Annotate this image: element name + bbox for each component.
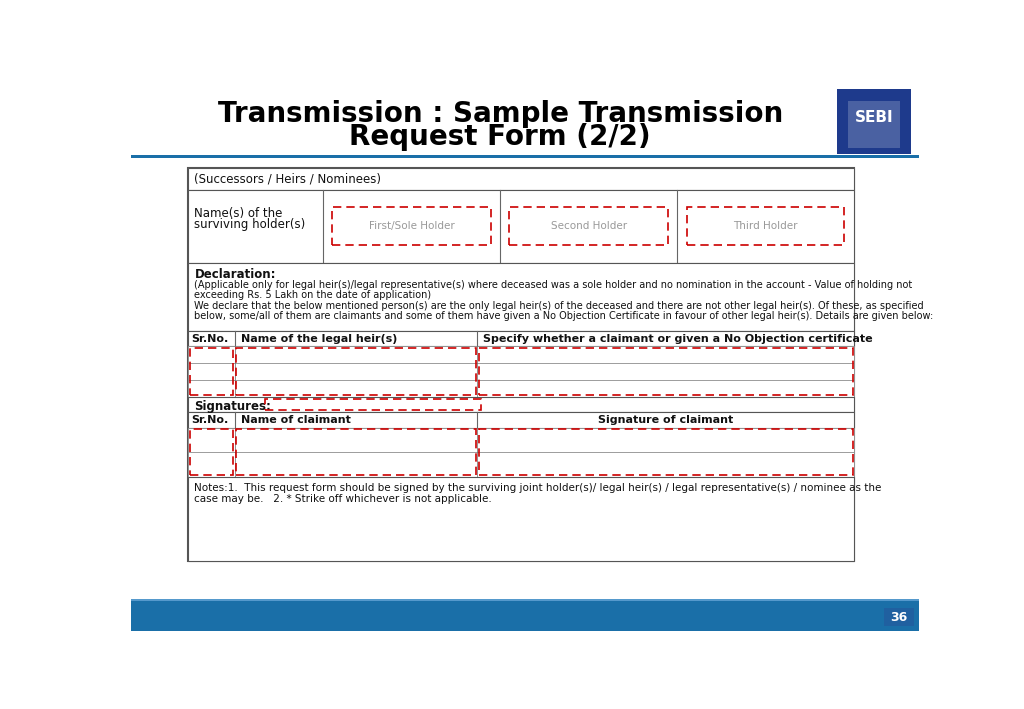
Text: below, some/all of them are claimants and some of them have given a No Objection: below, some/all of them are claimants an… — [195, 311, 934, 321]
Bar — [130, 599, 920, 631]
Bar — [478, 429, 853, 476]
Text: Name(s) of the: Name(s) of the — [195, 207, 283, 220]
Text: 36: 36 — [891, 610, 907, 624]
Text: Signature of claimant: Signature of claimant — [598, 415, 733, 425]
Bar — [333, 207, 490, 245]
Bar — [188, 330, 854, 346]
Text: Declaration:: Declaration: — [195, 268, 276, 281]
Bar — [237, 429, 475, 476]
Text: Second Holder: Second Holder — [551, 221, 627, 231]
Text: Sr.No.: Sr.No. — [191, 415, 228, 425]
Bar — [188, 428, 854, 452]
Bar — [848, 101, 900, 148]
Text: We declare that the below mentioned person(s) are the only legal heir(s) of the : We declare that the below mentioned pers… — [195, 301, 924, 311]
Bar — [188, 397, 854, 413]
Bar — [188, 413, 854, 428]
Text: Transmission : Sample Transmission: Transmission : Sample Transmission — [217, 101, 782, 128]
Text: Name of claimant: Name of claimant — [241, 415, 350, 425]
Bar — [188, 168, 854, 561]
Bar — [130, 599, 920, 601]
Bar — [188, 168, 854, 190]
Text: surviving holder(s): surviving holder(s) — [195, 218, 306, 230]
Bar — [478, 347, 853, 396]
Bar — [189, 429, 233, 476]
Bar — [188, 380, 854, 397]
Text: Name of the legal heir(s): Name of the legal heir(s) — [241, 334, 397, 344]
Bar — [130, 155, 920, 158]
Text: Specify whether a claimant or given a No Objection certificate: Specify whether a claimant or given a No… — [483, 334, 872, 344]
Text: exceeding Rs. 5 Lakh on the date of application): exceeding Rs. 5 Lakh on the date of appl… — [195, 290, 431, 300]
Text: Signatures:: Signatures: — [195, 400, 271, 413]
Bar — [188, 346, 854, 363]
Bar — [884, 608, 914, 626]
Text: (Successors / Heirs / Nominees): (Successors / Heirs / Nominees) — [195, 173, 382, 186]
Text: Request Form (2/2): Request Form (2/2) — [349, 123, 651, 152]
Text: (Applicable only for legal heir(s)/legal representative(s) where deceased was a : (Applicable only for legal heir(s)/legal… — [195, 280, 912, 290]
Text: Sr.No.: Sr.No. — [191, 334, 228, 344]
Text: case may be.   2. * Strike off whichever is not applicable.: case may be. 2. * Strike off whichever i… — [195, 494, 493, 504]
Bar — [188, 452, 854, 477]
Bar — [838, 89, 910, 155]
Bar — [265, 399, 481, 410]
Bar — [188, 190, 854, 263]
Bar — [509, 207, 668, 245]
Text: First/Sole Holder: First/Sole Holder — [369, 221, 455, 231]
Bar — [188, 477, 854, 561]
Bar — [189, 347, 233, 396]
Bar — [188, 263, 854, 330]
Text: SEBI: SEBI — [855, 111, 893, 125]
Bar — [188, 363, 854, 380]
Bar — [237, 347, 475, 396]
Text: Notes:1.  This request form should be signed by the surviving joint holder(s)/ l: Notes:1. This request form should be sig… — [195, 483, 882, 493]
Bar — [686, 207, 844, 245]
Text: Third Holder: Third Holder — [733, 221, 798, 231]
